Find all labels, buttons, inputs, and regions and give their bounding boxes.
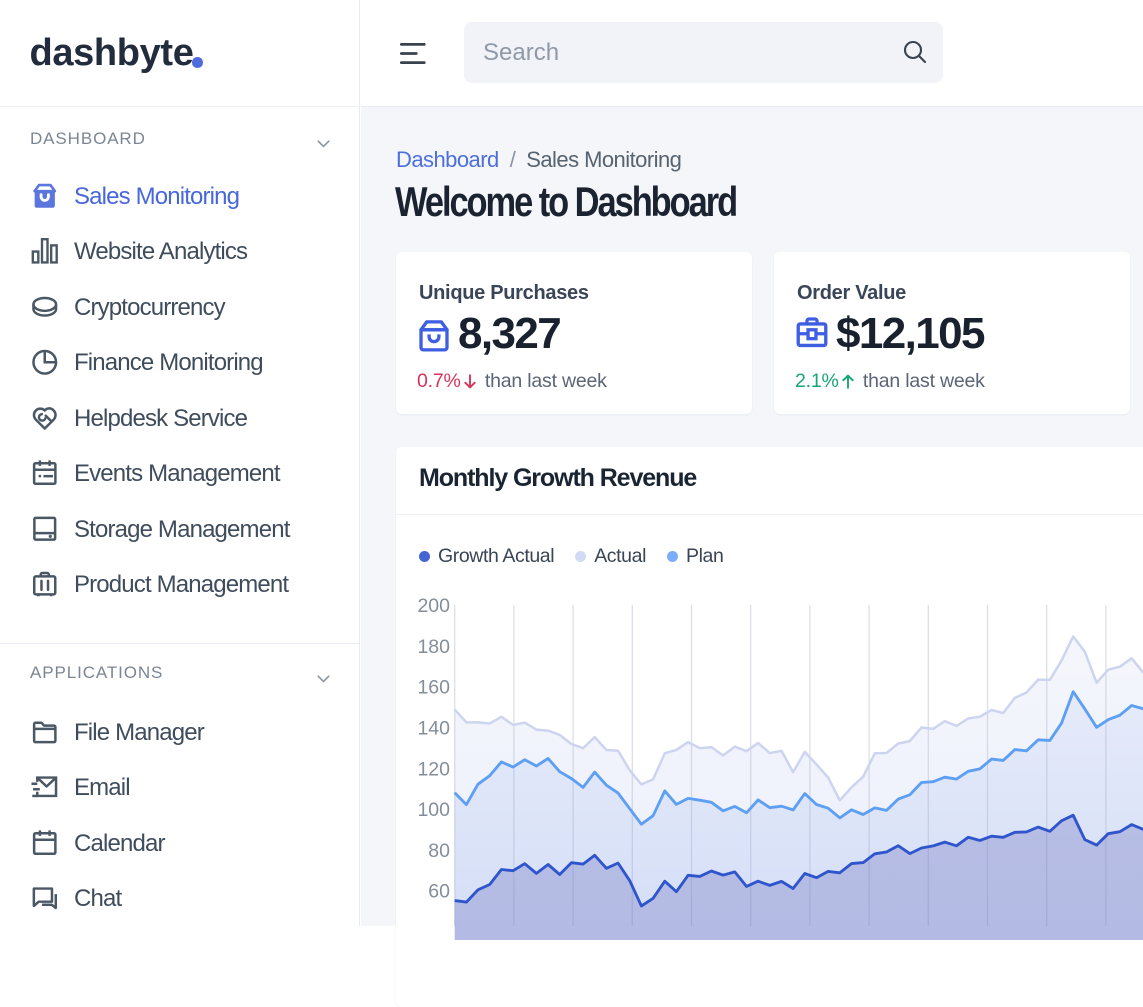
- svg-text:160: 160: [417, 677, 450, 699]
- svg-text:60: 60: [428, 881, 450, 903]
- svg-text:100: 100: [417, 799, 450, 821]
- svg-text:140: 140: [417, 718, 450, 740]
- svg-text:180: 180: [417, 636, 450, 658]
- svg-text:80: 80: [428, 840, 450, 862]
- svg-text:120: 120: [417, 758, 450, 780]
- svg-text:200: 200: [417, 595, 450, 617]
